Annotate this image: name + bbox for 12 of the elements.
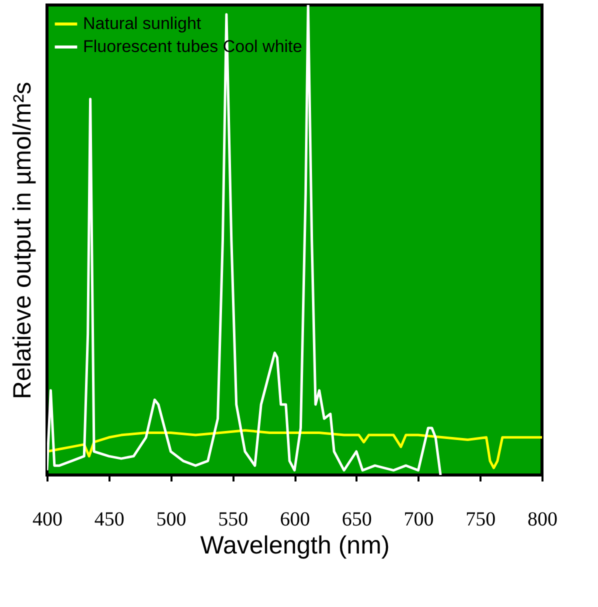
x-tick-label: 700: [404, 508, 434, 530]
legend-label: Natural sunlight: [83, 14, 202, 33]
y-axis-title: Relatieve output in µmol/m²s: [8, 82, 36, 400]
x-tick-label: 400: [32, 508, 62, 530]
x-tick-label: 550: [218, 508, 248, 530]
x-tick-label: 750: [466, 508, 496, 530]
x-tick-label: 500: [156, 508, 186, 530]
x-tick-label: 600: [280, 508, 310, 530]
x-tick-label: 450: [94, 508, 124, 530]
x-axis-title: Wavelength (nm): [200, 532, 390, 560]
x-tick-label: 650: [342, 508, 372, 530]
x-tick-label: 800: [528, 508, 558, 530]
